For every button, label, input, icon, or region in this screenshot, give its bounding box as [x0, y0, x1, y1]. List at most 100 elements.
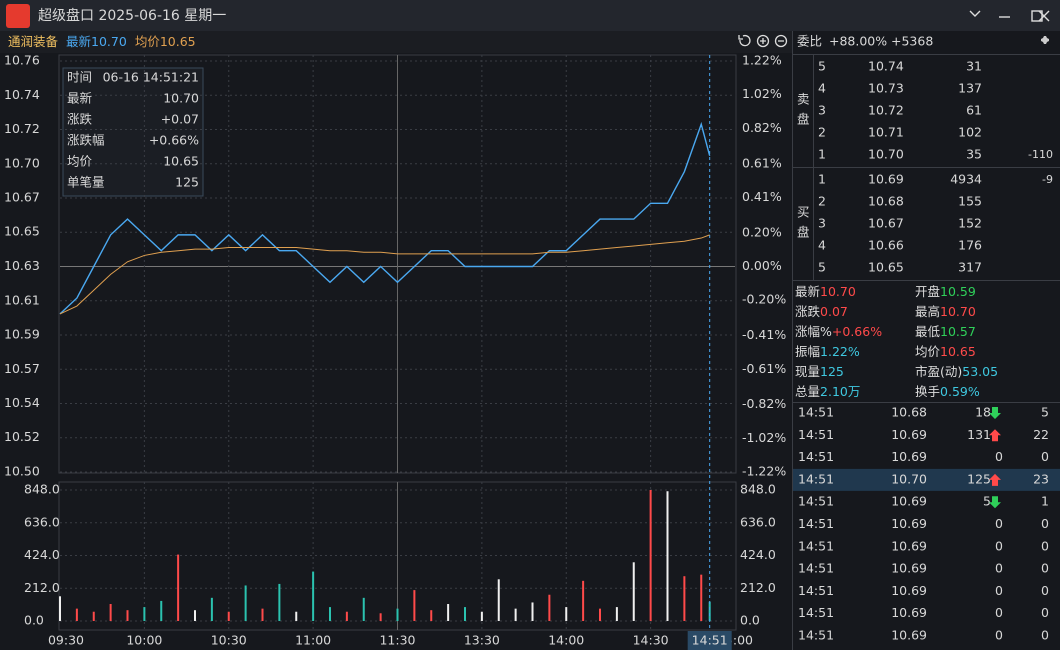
y-tick-label: 10.72: [4, 121, 40, 136]
book-level: 1: [818, 147, 826, 162]
trade-price: 10.68: [891, 405, 927, 420]
ratio-label: 委比: [797, 34, 822, 49]
info-bar: [0, 31, 792, 53]
volume-tick-label: 212.0: [740, 580, 776, 595]
book-volume: 61: [966, 103, 982, 118]
maximize-button[interactable]: [1031, 10, 1043, 22]
volume-tick-label: 0.0: [24, 613, 44, 628]
trade-volume: 0: [995, 583, 1003, 598]
close-button[interactable]: [1038, 10, 1050, 22]
stat: 总量2.10万: [795, 384, 860, 399]
book-price: 10.69: [868, 172, 904, 187]
ratio-pct: +88.00%: [829, 34, 887, 49]
tooltip-box: [62, 67, 204, 197]
trade-count: 1: [1041, 494, 1049, 509]
stat-label: 现量: [795, 364, 820, 379]
book-volume: 152: [958, 216, 982, 231]
tooltip-label: 涨跌: [67, 112, 93, 127]
stat-label: 最高: [915, 304, 940, 319]
stat-value: +0.66%: [832, 324, 882, 339]
book-price: 10.73: [868, 81, 904, 96]
y-tick-label: 10.67: [4, 190, 40, 205]
x-tick-label: 10:00: [126, 633, 162, 648]
trade-count: 0: [1041, 449, 1049, 464]
stat-label: 最低: [915, 324, 941, 339]
stat-label: 涨幅%: [795, 324, 832, 339]
trade-count: 0: [1041, 583, 1049, 598]
x-tick-label: 14:30: [633, 633, 669, 648]
y2-tick-label: -0.82%: [742, 396, 786, 411]
volume-bar: [413, 590, 416, 621]
stat-label: 振幅: [795, 344, 820, 359]
trade-volume: 0: [995, 538, 1003, 553]
window-controls[interactable]: [969, 10, 1050, 22]
stat-label: 均价: [915, 344, 941, 359]
book-price: 10.67: [868, 216, 904, 231]
settings-button[interactable]: [1041, 36, 1049, 44]
trade-count: 0: [1041, 628, 1049, 643]
y-tick-label: 10.54: [4, 395, 40, 410]
stat: 涨幅%+0.66%: [795, 324, 882, 339]
y-tick-label: 10.61: [4, 292, 40, 307]
volume-tick-label: 636.0: [24, 514, 60, 529]
volume-bar: [666, 491, 669, 621]
stat-value: 10.57: [940, 324, 976, 339]
zoom-in-button[interactable]: [756, 34, 770, 48]
dropdown-button[interactable]: [969, 10, 981, 17]
book-side-label: 盘: [797, 112, 810, 127]
stat-value: 125: [820, 364, 844, 379]
book-level: 5: [818, 260, 826, 275]
volume-bar: [345, 611, 348, 621]
trade-time: 14:51: [798, 538, 834, 553]
trade-volume: 0: [995, 561, 1003, 576]
y-tick-label: 10.76: [4, 53, 40, 68]
volume-bar: [480, 611, 483, 621]
stat-label: 开盘: [915, 284, 940, 299]
trade-count: 23: [1033, 471, 1049, 486]
volume-bar: [59, 596, 61, 621]
tooltip-label: 均价: [67, 154, 93, 169]
volume-tick-label: 424.0: [740, 547, 776, 562]
reset-button[interactable]: [738, 34, 751, 47]
y2-tick-label: 0.00%: [742, 258, 782, 273]
y-tick-label: 10.57: [4, 361, 40, 376]
book-level: 2: [818, 125, 826, 140]
stat: 开盘10.59: [915, 284, 976, 299]
volume-bar: [177, 554, 180, 621]
volume-tick-label: 848.0: [24, 482, 60, 497]
volume-bar: [683, 576, 686, 621]
chart-tools[interactable]: [738, 34, 788, 48]
volume-bar: [708, 601, 711, 621]
trade-price: 10.69: [891, 538, 927, 553]
cursor-label-box: [687, 631, 732, 650]
volume-bar: [227, 611, 230, 621]
y-tick-label: 10.63: [4, 258, 40, 273]
book-level: 5: [818, 59, 826, 74]
book-side-label: 盘: [797, 225, 810, 240]
x-tick-label: 09:30: [48, 633, 84, 648]
volume-bar: [278, 583, 281, 621]
y2-tick-label: 0.20%: [742, 224, 782, 239]
volume-bar: [312, 571, 315, 621]
stat-value: 0.59%: [940, 384, 980, 399]
stat-label: 换手: [915, 384, 940, 399]
book-volume: 35: [966, 147, 982, 162]
zoom-out-button[interactable]: [774, 34, 788, 48]
volume-bar: [464, 607, 466, 621]
stock-name: 通润装备: [8, 34, 59, 49]
ratio-diff: +5368: [891, 34, 933, 49]
tooltip-value: 10.65: [163, 154, 199, 169]
tooltip-label: 时间: [67, 70, 92, 85]
trade-time: 14:51: [798, 427, 834, 442]
trade-volume: 5: [983, 494, 991, 509]
book-volume: 155: [958, 194, 982, 209]
book-change: -9: [1042, 173, 1053, 186]
tooltip-value: +0.07: [161, 112, 199, 127]
book-level: 4: [818, 81, 826, 96]
y-tick-label: 10.65: [4, 224, 40, 239]
trade-price: 10.69: [891, 494, 927, 509]
volume-bar: [210, 597, 213, 621]
book-price: 10.68: [868, 194, 904, 209]
volume-bar: [194, 610, 196, 621]
stat: 现量125: [795, 364, 844, 379]
